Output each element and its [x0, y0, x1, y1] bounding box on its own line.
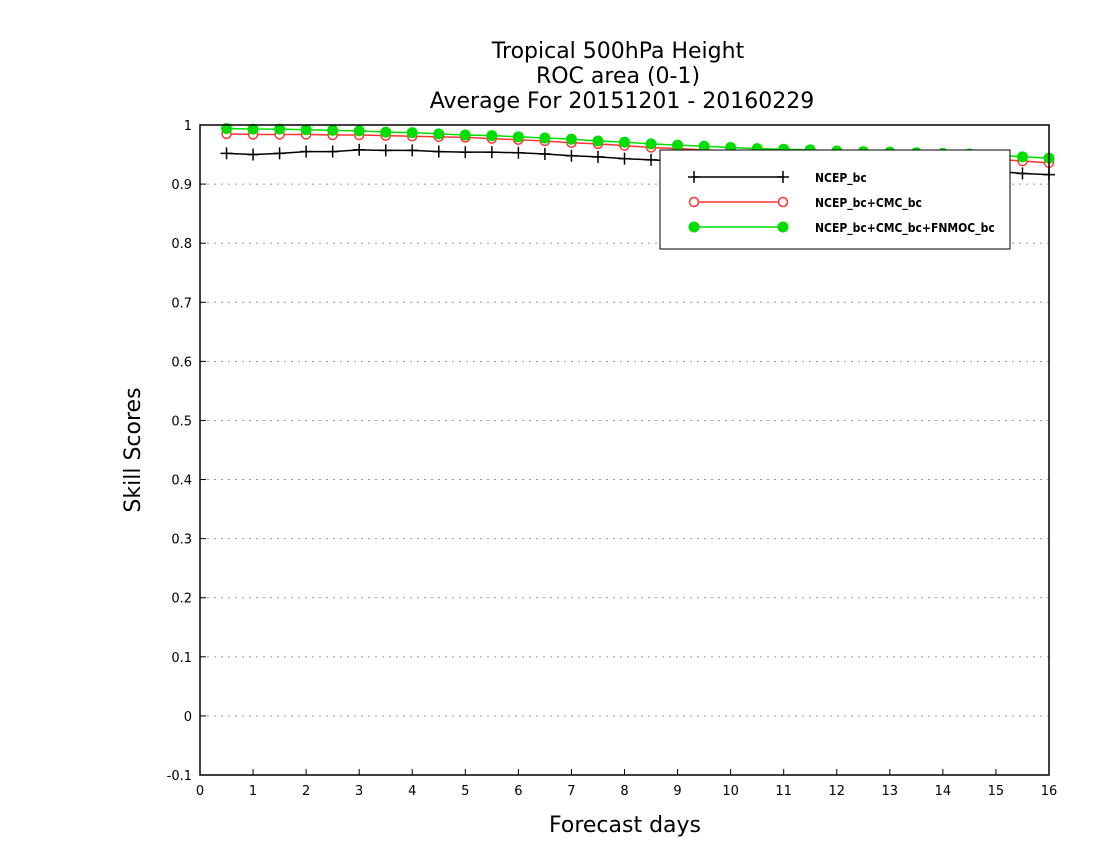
data-point [353, 143, 366, 156]
x-tick-label: 2 [302, 784, 310, 799]
data-point [300, 145, 313, 158]
y-axis-title: Skill Scores [121, 387, 146, 512]
data-point [406, 144, 419, 157]
data-point [1016, 167, 1029, 180]
data-point [379, 144, 392, 157]
legend-entry: NCEP_bc [688, 171, 867, 186]
data-point [406, 127, 418, 139]
data-point [592, 135, 604, 147]
x-tick-label: 16 [1041, 784, 1058, 799]
data-point [273, 147, 286, 160]
data-point [618, 152, 631, 165]
x-tick-label: 4 [408, 784, 416, 799]
legend-marker [688, 221, 700, 233]
x-tick-label: 6 [514, 784, 522, 799]
data-point [486, 130, 498, 142]
data-point [539, 132, 551, 144]
chart-title-line-2: ROC area (0-1) [536, 64, 700, 89]
data-point [485, 146, 498, 159]
legend-marker [777, 221, 789, 233]
data-point [645, 138, 657, 150]
data-point [591, 150, 604, 163]
x-tick-label: 8 [620, 784, 628, 799]
data-point [326, 145, 339, 158]
x-tick-label: 3 [355, 784, 363, 799]
legend: NCEP_bc NCEP_bc+CMC_bc NCEP_bc+CMC_bc+FNMO… [659, 149, 1011, 250]
x-tick-label: 13 [882, 784, 899, 799]
y-tick-label: 0.2 [171, 592, 192, 607]
data-point [672, 139, 684, 151]
x-tick-label: 14 [935, 784, 952, 799]
data-point [380, 126, 392, 138]
x-tick-label: 1 [249, 784, 257, 799]
y-tick-label: 1 [184, 119, 192, 134]
legend-box [659, 149, 1011, 250]
x-tick-label: 5 [461, 784, 469, 799]
data-point [220, 147, 233, 160]
axis-ticks: -0.100.10.20.30.40.50.60.70.80.910 1 2 3 4 5 6… [167, 119, 1058, 799]
data-point [274, 123, 286, 135]
data-point [538, 147, 551, 160]
y-tick-label: 0.7 [171, 296, 192, 311]
x-tick-label: 0 [196, 784, 204, 799]
y-tick-label: 0.8 [171, 237, 192, 252]
data-point [565, 149, 578, 162]
legend-marker [688, 196, 700, 208]
x-tick-label: 15 [988, 784, 1005, 799]
y-tick-label: 0.3 [171, 533, 192, 548]
data-point [247, 123, 259, 135]
legend-marker [777, 196, 789, 208]
x-tick-label: 11 [775, 784, 792, 799]
x-axis-title: Forecast days [549, 813, 701, 838]
data-point [221, 123, 233, 135]
x-tick-label: 12 [828, 784, 845, 799]
data-point [247, 148, 260, 161]
data-point [432, 145, 445, 158]
legend-label: NCEP_bc [815, 171, 867, 186]
data-point [512, 131, 524, 143]
data-point [619, 136, 630, 148]
legend-marker [777, 171, 789, 183]
x-tick-label: 7 [567, 784, 575, 799]
data-point [459, 129, 471, 141]
y-tick-label: 0.4 [171, 474, 192, 489]
y-tick-label: 0.6 [171, 355, 192, 370]
legend-label: NCEP_bc+CMC_bc+FNMOC_bc [815, 221, 995, 236]
data-point [353, 125, 365, 137]
data-point [565, 133, 577, 145]
x-tick-label: 10 [722, 784, 739, 799]
x-tick-label: 9 [673, 784, 681, 799]
legend-entry: NCEP_bc+CMC_bc [688, 196, 922, 211]
y-tick-label: 0.1 [171, 651, 192, 666]
y-tick-label: 0 [184, 710, 192, 725]
legend-label: NCEP_bc+CMC_bc [815, 196, 922, 211]
grid-lines [200, 124, 1049, 776]
legend-entry: NCEP_bc+CMC_bc+FNMOC_bc [688, 221, 995, 236]
y-tick-label: -0.1 [167, 769, 192, 784]
chart-title-line-3: Average For 20151201 - 20160229 [430, 89, 815, 114]
legend-marker [688, 171, 700, 183]
data-point [1016, 151, 1028, 163]
y-tick-label: 0.5 [171, 414, 192, 429]
data-point [327, 124, 339, 136]
y-tick-label: 0.9 [171, 178, 192, 193]
data-point [433, 128, 445, 140]
data-point [459, 146, 472, 159]
data-point [300, 124, 312, 136]
chart-title-line-1: Tropical 500hPa Height [491, 39, 745, 64]
data-point [645, 153, 658, 166]
data-point [512, 146, 525, 159]
